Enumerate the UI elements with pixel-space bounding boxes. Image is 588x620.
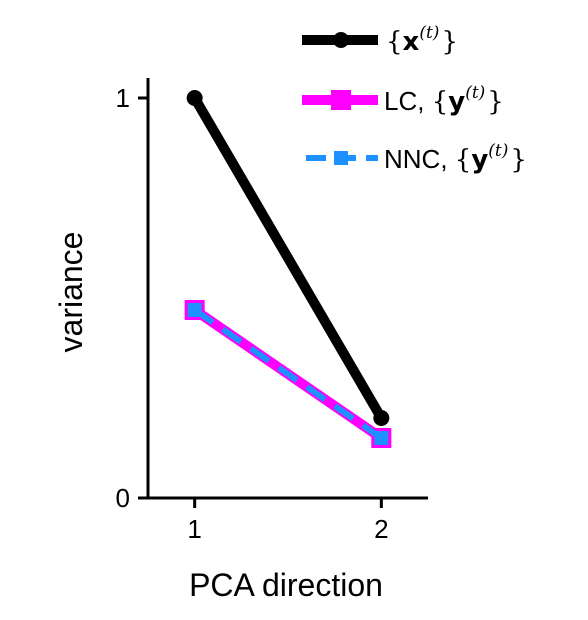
series-3	[187, 303, 389, 445]
legend-label: LC, {y(t)}	[384, 83, 504, 117]
legend-entry-1: {x(t)}	[302, 23, 458, 57]
legend-entry-3: NNC, {y(t)}	[306, 141, 527, 175]
legend-marker	[333, 32, 349, 48]
legend-marker	[331, 90, 351, 110]
data-point	[187, 303, 202, 317]
series-layer	[184, 90, 392, 448]
data-point	[374, 431, 389, 445]
x-axis-title: PCA direction	[189, 567, 383, 603]
data-point	[373, 410, 390, 426]
x-tick-label: 2	[374, 514, 388, 544]
y-tick-label: 1	[116, 83, 130, 113]
legend-entry-2: LC, {y(t)}	[302, 83, 504, 117]
legend-label: {x(t)}	[386, 23, 458, 57]
legend: {x(t)} LC, {y(t)} NNC, {y(t)}	[302, 23, 527, 175]
legend-label: NNC, {y(t)}	[384, 141, 527, 175]
series-1	[186, 90, 390, 426]
data-point	[186, 90, 203, 106]
y-tick-label: 0	[116, 483, 130, 513]
series-line	[189, 93, 387, 423]
y-axis-title: variance	[53, 232, 89, 353]
axes: 0 1 1 2	[116, 78, 428, 544]
legend-marker	[334, 151, 348, 165]
x-tick-label: 1	[187, 514, 201, 544]
series-line	[192, 307, 384, 441]
